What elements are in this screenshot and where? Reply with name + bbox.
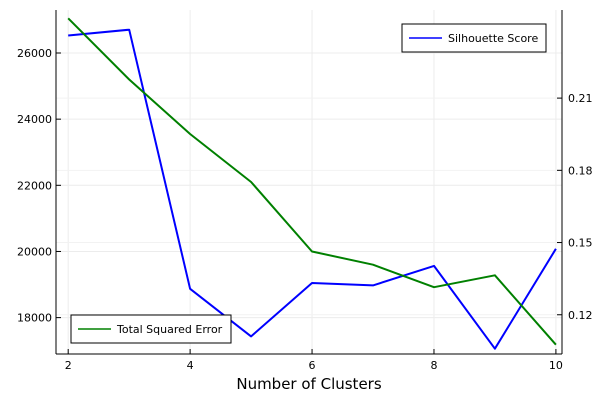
left-y-tick-label: 22000 [17, 179, 52, 192]
x-axis-label: Number of Clusters [236, 375, 381, 393]
x-tick-label: 2 [65, 359, 72, 372]
x-tick-label: 6 [309, 359, 316, 372]
grid-lines [56, 10, 562, 354]
right-y-tick-label: 0.21 [568, 92, 593, 105]
legend-silhouette: Silhouette Score [401, 23, 547, 53]
left-y-tick-label: 20000 [17, 245, 52, 258]
x-tick-label: 8 [430, 359, 437, 372]
right-y-tick-label: 0.18 [568, 164, 593, 177]
legend-label: Total Squared Error [116, 323, 223, 336]
x-tick-label: 10 [549, 359, 563, 372]
axes [55, 10, 563, 355]
series-line-total-squared-error [67, 17, 557, 346]
tick-labels: 2 4 6 8 10 18000 20000 22000 24000 26000 0.12 0.15 0… [17, 47, 593, 372]
left-y-tick-label: 26000 [17, 47, 52, 60]
x-tick-label: 4 [187, 359, 194, 372]
legend-total-squared-error: Total Squared Error [70, 314, 232, 344]
left-y-tick-label: 18000 [17, 312, 52, 325]
series-line-silhouette-score [68, 28, 557, 350]
legend-label: Silhouette Score [448, 32, 538, 45]
left-y-tick-label: 24000 [17, 113, 52, 126]
right-y-tick-label: 0.15 [568, 237, 593, 250]
series-lines [67, 17, 557, 350]
right-y-tick-label: 0.12 [568, 309, 593, 322]
